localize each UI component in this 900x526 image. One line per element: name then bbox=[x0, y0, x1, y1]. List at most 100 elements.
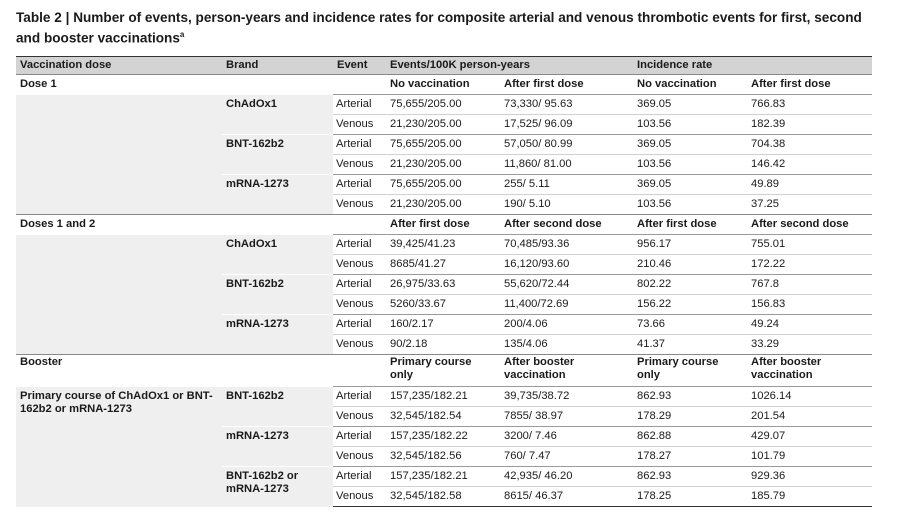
events-cell: 16,120/93.60 bbox=[500, 254, 633, 275]
table-row: ChAdOx1 Arterial 75,655/205.00 73,330/ 95.6… bbox=[16, 94, 872, 215]
incidence-cell: 33.29 bbox=[747, 334, 872, 355]
empty-cell bbox=[333, 214, 386, 235]
events-cell: 26,975/33.63 bbox=[386, 274, 500, 295]
thrombotic-events-table: Vaccination dose Brand Event Events/100K… bbox=[16, 56, 872, 507]
incidence-cell: 156.83 bbox=[747, 294, 872, 315]
event-type-cell: Venous bbox=[333, 294, 386, 315]
header-row: Vaccination dose Brand Event Events/100K… bbox=[16, 56, 872, 75]
header-cell: Events/100K person-years bbox=[386, 56, 530, 75]
events-cell: 255/ 5.11 bbox=[500, 174, 633, 195]
column-subheading: After second dose bbox=[500, 214, 633, 235]
events-cell: 135/4.06 bbox=[500, 334, 633, 355]
brand-cell: BNT-162b2 bbox=[222, 134, 333, 175]
events-cell: 157,235/182.21 bbox=[386, 466, 500, 487]
table-row: Venous 8685/41.27 16,120/93.60 210.46 172.22 bbox=[16, 254, 872, 275]
brand-cell: ChAdOx1 bbox=[222, 94, 333, 135]
header-cell: Incidence rate bbox=[633, 56, 747, 75]
incidence-cell: 201.54 bbox=[747, 406, 872, 427]
table-row: Venous 21,230/205.00 190/ 5.10 103.56 37.25 bbox=[16, 194, 872, 215]
dose-group-cell bbox=[16, 234, 222, 355]
table-row: BNT-162b2 Arterial 26,975/33.63 55,620/72.4… bbox=[16, 274, 872, 315]
incidence-cell: 37.25 bbox=[747, 194, 872, 215]
table-title-text: Table 2 | Number of events, person-years… bbox=[16, 10, 862, 46]
incidence-cell: 755.01 bbox=[747, 234, 872, 255]
table-row: ChAdOx1 Arterial 39,425/41.23 70,485/93.36 9… bbox=[16, 234, 872, 355]
header-cell: Event bbox=[333, 56, 386, 75]
header-cell: Vaccination dose bbox=[16, 56, 222, 75]
event-type-cell: Venous bbox=[333, 254, 386, 275]
section-label: Dose 1 bbox=[16, 74, 222, 95]
column-subheading: After first dose bbox=[500, 74, 633, 95]
title-footnote-mark: a bbox=[179, 30, 185, 39]
incidence-cell: 178.27 bbox=[633, 446, 747, 467]
events-cell: 5260/33.67 bbox=[386, 294, 500, 315]
incidence-cell: 103.56 bbox=[633, 194, 747, 215]
incidence-cell: 101.79 bbox=[747, 446, 872, 467]
events-cell: 39,735/38.72 bbox=[500, 386, 633, 407]
incidence-cell: 862.88 bbox=[633, 426, 747, 447]
incidence-cell: 956.17 bbox=[633, 234, 747, 255]
events-cell: 90/2.18 bbox=[386, 334, 500, 355]
events-cell: 8615/ 46.37 bbox=[500, 486, 633, 507]
column-subheading: Primary course only bbox=[633, 354, 747, 387]
section-row: Doses 1 and 2 After first dose After secon… bbox=[16, 214, 872, 235]
events-cell: 32,545/182.54 bbox=[386, 406, 500, 427]
events-cell: 55,620/72.44 bbox=[500, 274, 633, 295]
header-cell bbox=[747, 56, 872, 75]
events-cell: 57,050/ 80.99 bbox=[500, 134, 633, 155]
incidence-cell: 767.8 bbox=[747, 274, 872, 295]
column-subheading: No vaccination bbox=[386, 74, 500, 95]
incidence-cell: 49.89 bbox=[747, 174, 872, 195]
events-cell: 11,400/72.69 bbox=[500, 294, 633, 315]
section-row: Dose 1 No vaccination After first dose No v… bbox=[16, 74, 872, 95]
incidence-cell: 704.38 bbox=[747, 134, 872, 155]
table-row: mRNA-1273 Arterial 157,235/182.22 3200/ 7.4… bbox=[16, 426, 872, 467]
empty-cell bbox=[333, 354, 386, 387]
incidence-cell: 369.05 bbox=[633, 94, 747, 115]
events-cell: 3200/ 7.46 bbox=[500, 426, 633, 447]
table-row: BNT-162b2 or mRNA-1273 Arterial 157,235/18… bbox=[16, 466, 872, 507]
incidence-cell: 41.37 bbox=[633, 334, 747, 355]
event-type-cell: Venous bbox=[333, 114, 386, 135]
event-type-cell: Arterial bbox=[333, 134, 386, 155]
incidence-cell: 103.56 bbox=[633, 154, 747, 175]
events-cell: 39,425/41.23 bbox=[386, 234, 500, 255]
incidence-cell: 1026.14 bbox=[747, 386, 872, 407]
events-cell: 32,545/182.58 bbox=[386, 486, 500, 507]
events-cell: 17,525/ 96.09 bbox=[500, 114, 633, 135]
events-cell: 73,330/ 95.63 bbox=[500, 94, 633, 115]
dose-group-cell bbox=[16, 94, 222, 215]
events-cell: 8685/41.27 bbox=[386, 254, 500, 275]
events-cell: 75,655/205.00 bbox=[386, 94, 500, 115]
events-cell: 11,860/ 81.00 bbox=[500, 154, 633, 175]
table-row: Venous 32,545/182.56 760/ 7.47 178.27 101.79 bbox=[16, 446, 872, 467]
incidence-cell: 178.29 bbox=[633, 406, 747, 427]
brand-cell: ChAdOx1 bbox=[222, 234, 333, 275]
event-type-cell: Venous bbox=[333, 406, 386, 427]
section-label: Doses 1 and 2 bbox=[16, 214, 222, 235]
header-cell: Brand bbox=[222, 56, 333, 75]
incidence-cell: 182.39 bbox=[747, 114, 872, 135]
table-row: Venous 5260/33.67 11,400/72.69 156.22 156.83 bbox=[16, 294, 872, 315]
event-type-cell: Venous bbox=[333, 334, 386, 355]
incidence-cell: 178.25 bbox=[633, 486, 747, 507]
events-cell: 21,230/205.00 bbox=[386, 154, 500, 175]
column-subheading: After first dose bbox=[747, 74, 872, 95]
incidence-cell: 766.83 bbox=[747, 94, 872, 115]
events-cell: 42,935/ 46.20 bbox=[500, 466, 633, 487]
events-cell: 75,655/205.00 bbox=[386, 174, 500, 195]
incidence-cell: 172.22 bbox=[747, 254, 872, 275]
event-type-cell: Arterial bbox=[333, 94, 386, 115]
event-type-cell: Arterial bbox=[333, 426, 386, 447]
incidence-cell: 862.93 bbox=[633, 386, 747, 407]
events-cell: 760/ 7.47 bbox=[500, 446, 633, 467]
incidence-cell: 73.66 bbox=[633, 314, 747, 335]
table-row: Venous 90/2.18 135/4.06 41.37 33.29 bbox=[16, 334, 872, 355]
incidence-cell: 802.22 bbox=[633, 274, 747, 295]
event-type-cell: Arterial bbox=[333, 386, 386, 407]
table-title: Table 2 | Number of events, person-years… bbox=[16, 9, 886, 47]
column-subheading: Primary course only bbox=[386, 354, 500, 387]
events-cell: 70,485/93.36 bbox=[500, 234, 633, 255]
table-row: Venous 21,230/205.00 11,860/ 81.00 103.56 14… bbox=[16, 154, 872, 175]
